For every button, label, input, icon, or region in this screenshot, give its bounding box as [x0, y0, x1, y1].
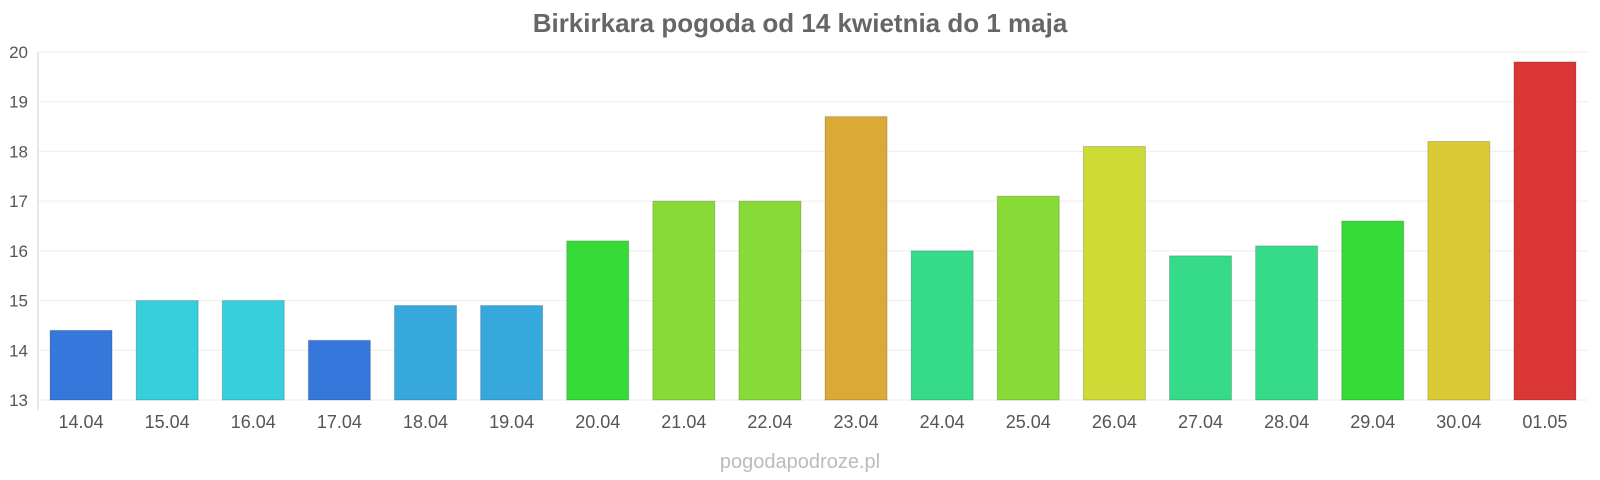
x-tick-label: 29.04: [1350, 412, 1395, 432]
bar-26.04: [1082, 145, 1146, 401]
chart-title: Birkirkara pogoda od 14 kwietnia do 1 ma…: [533, 8, 1068, 38]
bar-21.04: [652, 200, 716, 401]
grid-layer: [38, 51, 1588, 401]
bar-28.04: [1255, 245, 1319, 401]
bar-01.05: [1513, 61, 1577, 401]
x-tick-label: 14.04: [59, 412, 104, 432]
y-tick-label: 16: [9, 242, 28, 261]
x-tick-label: 19.04: [489, 412, 534, 432]
bar-23.04: [824, 116, 888, 401]
x-tick-label: 28.04: [1264, 412, 1309, 432]
bar-22.04: [738, 200, 802, 401]
x-tick-label: 27.04: [1178, 412, 1223, 432]
y-axis: 13 14 15 16 17 18 19 20: [9, 43, 39, 410]
x-tick-label: 30.04: [1436, 412, 1481, 432]
x-tick-label: 17.04: [317, 412, 362, 432]
bar-14.04: [49, 329, 113, 401]
bar-25.04: [996, 195, 1060, 401]
bar-19.04: [480, 305, 544, 401]
x-tick-label: 01.05: [1522, 412, 1567, 432]
x-tick-label: 24.04: [920, 412, 965, 432]
x-tick-label: 26.04: [1092, 412, 1137, 432]
bar-20.04: [566, 240, 630, 401]
x-tick-label: 18.04: [403, 412, 448, 432]
bar-16.04: [221, 300, 285, 401]
bar-15.04: [135, 300, 199, 401]
y-tick-label: 13: [9, 391, 28, 410]
bar-27.04: [1169, 255, 1232, 401]
y-tick-label: 19: [9, 93, 28, 112]
x-tick-label: 20.04: [575, 412, 620, 432]
x-axis: 14.04 15.04 16.04 17.04 18.04 19.04 20.04 21.04…: [59, 412, 1568, 432]
x-tick-label: 23.04: [834, 412, 879, 432]
y-tick-label: 14: [9, 341, 28, 360]
x-tick-label: 25.04: [1006, 412, 1051, 432]
x-tick-label: 15.04: [145, 412, 190, 432]
y-tick-label: 20: [9, 43, 28, 62]
watermark-text: pogodapodroze.pl: [720, 451, 880, 473]
y-tick-label: 17: [9, 192, 28, 211]
bar-29.04: [1341, 220, 1405, 401]
x-tick-label: 21.04: [661, 412, 706, 432]
bar-18.04: [394, 305, 457, 401]
y-tick-label: 18: [9, 142, 28, 161]
x-tick-label: 22.04: [747, 412, 792, 432]
y-tick-label: 15: [9, 292, 28, 311]
bar-24.04: [910, 250, 974, 401]
bars: [49, 61, 1577, 401]
bar-17.04: [307, 339, 371, 401]
x-tick-label: 16.04: [231, 412, 276, 432]
bar-30.04: [1427, 140, 1491, 401]
